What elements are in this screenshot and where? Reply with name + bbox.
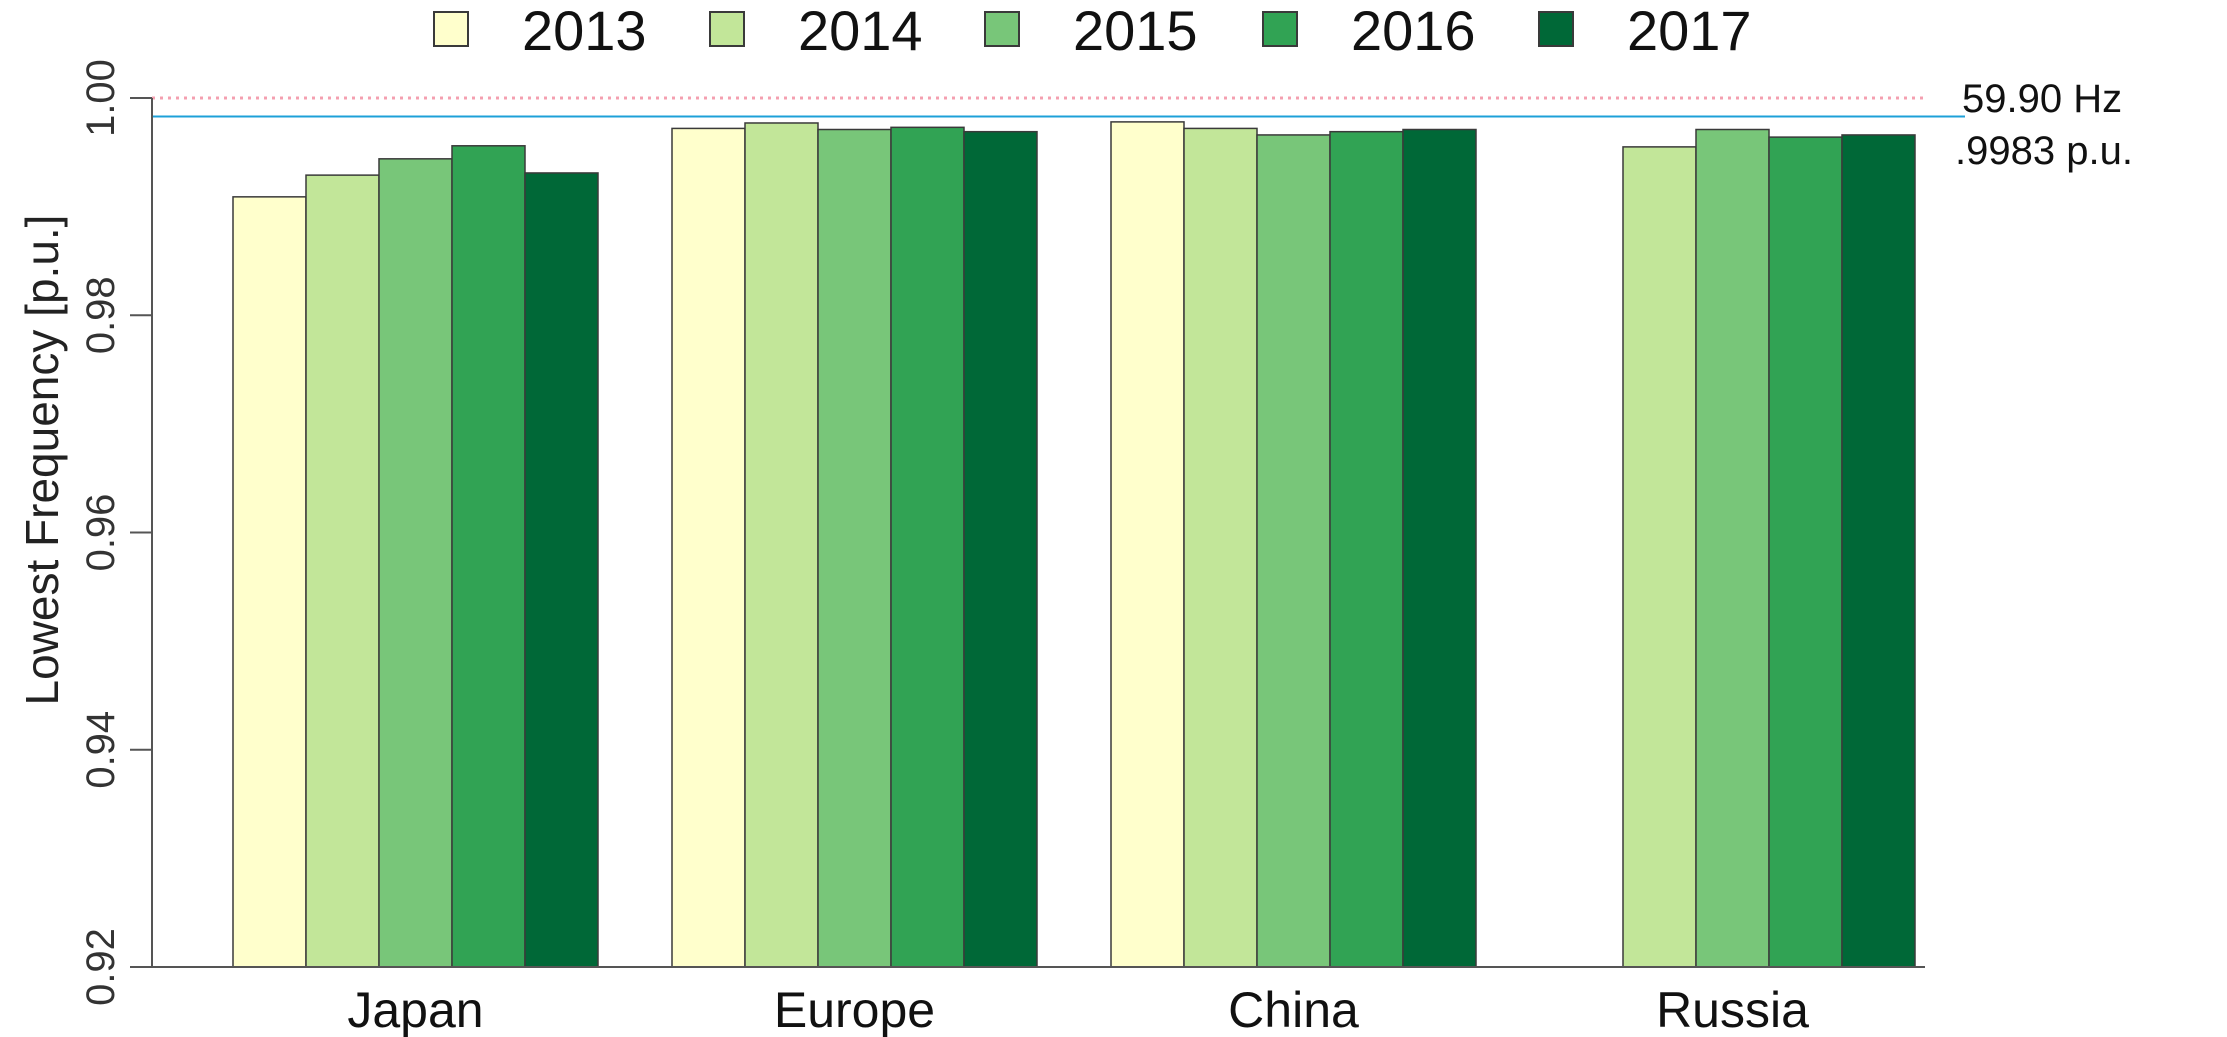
bar-china-2014 <box>1183 127 1258 968</box>
annotation-frequency: 59.90 Hz <box>1962 77 2122 121</box>
bar-china-2013 <box>1110 121 1185 968</box>
x-category-label-russia: Russia <box>1656 982 1809 1037</box>
legend-label-2017: 2017 <box>1627 0 1752 62</box>
y-axis-label: Lowest Frequency [p.u.] <box>16 215 68 706</box>
bar-russia-2017 <box>1841 134 1916 968</box>
x-category-label-japan: Japan <box>347 982 483 1037</box>
y-tick-label: 0.92 <box>79 928 123 1006</box>
bar-russia-2016 <box>1768 136 1843 968</box>
bar-russia-2014 <box>1622 146 1697 968</box>
y-tick-label: 0.96 <box>79 494 123 572</box>
legend-swatch-2015 <box>984 11 1020 47</box>
legend: 2013 2014 2015 2016 2017 <box>433 0 1752 62</box>
legend-swatch-2016 <box>1262 11 1298 47</box>
bar-china-2016 <box>1329 130 1404 968</box>
legend-label-2013: 2013 <box>522 0 647 62</box>
legend-label-2015: 2015 <box>1073 0 1198 62</box>
y-axis-ticks: 0.92 0.94 0.96 0.98 1.00 <box>79 59 152 1006</box>
legend-swatch-2017 <box>1538 11 1574 47</box>
bar-japan-2015 <box>378 158 453 968</box>
y-tick-label: 1.00 <box>79 59 123 137</box>
bar-china-2017 <box>1402 128 1477 968</box>
bar-europe-2016 <box>890 126 965 968</box>
bar-europe-2014 <box>744 122 819 968</box>
bar-europe-2017 <box>963 130 1038 968</box>
bars <box>232 121 1916 968</box>
bar-russia-2015 <box>1695 128 1770 968</box>
annotation-pu: .9983 p.u. <box>1955 129 2133 173</box>
legend-swatch-2014 <box>709 11 745 47</box>
legend-label-2014: 2014 <box>798 0 923 62</box>
bar-japan-2014 <box>305 174 380 968</box>
legend-swatch-2013 <box>433 11 469 47</box>
y-tick-label: 0.98 <box>79 276 123 354</box>
bar-europe-2015 <box>817 128 892 968</box>
y-tick-label: 0.94 <box>79 711 123 789</box>
x-axis-labels: Japan Europe China Russia <box>347 982 1809 1037</box>
x-category-label-europe: Europe <box>774 982 935 1037</box>
bar-china-2015 <box>1256 134 1331 968</box>
bar-japan-2016 <box>451 145 526 968</box>
bar-japan-2017 <box>524 172 599 968</box>
legend-label-2016: 2016 <box>1351 0 1476 62</box>
reference-lines <box>152 96 1965 118</box>
bar-europe-2013 <box>671 127 746 968</box>
bar-japan-2013 <box>232 196 307 968</box>
x-category-label-china: China <box>1228 982 1359 1037</box>
